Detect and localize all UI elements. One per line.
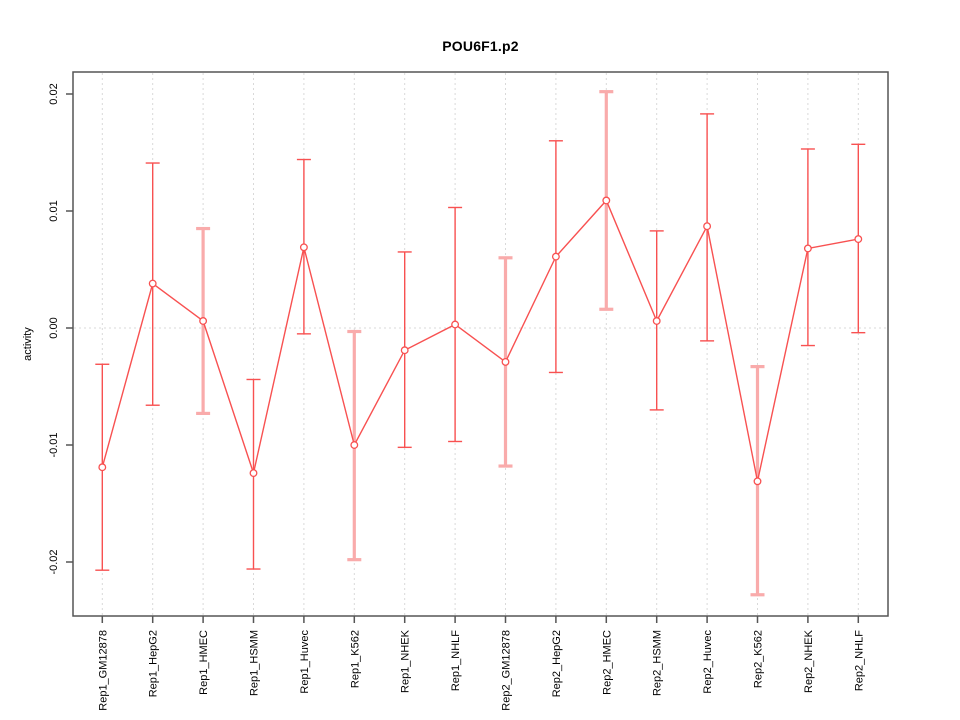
data-point	[451, 320, 460, 329]
plot-border	[72, 71, 889, 617]
x-tick-label: Rep2_Huvec	[702, 630, 714, 694]
data-point	[652, 317, 661, 325]
x-tick-label: Rep2_K562	[753, 630, 765, 688]
data-point	[350, 441, 359, 449]
y-tick-label: 0.00	[48, 317, 60, 338]
data-point	[400, 346, 409, 355]
data-point	[803, 244, 812, 253]
x-tick-label: Rep1_K562	[349, 630, 361, 688]
x-tick-label: Rep2_HSMM	[652, 630, 664, 696]
data-point	[249, 469, 258, 478]
x-tick-label: Rep1_Huvec	[299, 630, 311, 694]
x-tick-label: Rep1_HSMM	[249, 630, 261, 696]
x-tick-label: Rep1_HepG2	[148, 630, 160, 697]
x-tick-label: Rep2_HMEC	[601, 630, 613, 695]
y-tick-label: -0.02	[48, 549, 60, 574]
data-point	[703, 222, 712, 231]
y-tick-label: 0.02	[48, 83, 60, 104]
y-tick-label: 0.01	[48, 200, 60, 221]
x-tick-label: Rep1_HMEC	[198, 630, 210, 695]
data-point	[602, 196, 611, 205]
data-point	[551, 252, 560, 261]
data-point	[501, 357, 510, 366]
x-tick-label: Rep2_HepG2	[551, 630, 563, 697]
y-tick-label: -0.01	[48, 432, 60, 457]
data-point	[753, 477, 762, 486]
data-point	[148, 279, 157, 288]
chart-title: POU6F1.p2	[442, 38, 519, 54]
x-tick-label: Rep1_GM12878	[97, 630, 109, 711]
data-point	[98, 463, 107, 472]
data-point	[854, 235, 863, 244]
data-point	[199, 317, 208, 325]
x-tick-label: Rep2_NHLF	[853, 630, 865, 691]
x-tick-label: Rep2_GM12878	[501, 630, 513, 711]
x-tick-label: Rep1_NHEK	[400, 629, 412, 693]
x-tick-label: Rep2_NHEK	[803, 629, 815, 693]
data-point	[299, 243, 308, 252]
series-line	[101, 199, 859, 482]
x-tick-label: Rep1_NHLF	[450, 630, 462, 691]
